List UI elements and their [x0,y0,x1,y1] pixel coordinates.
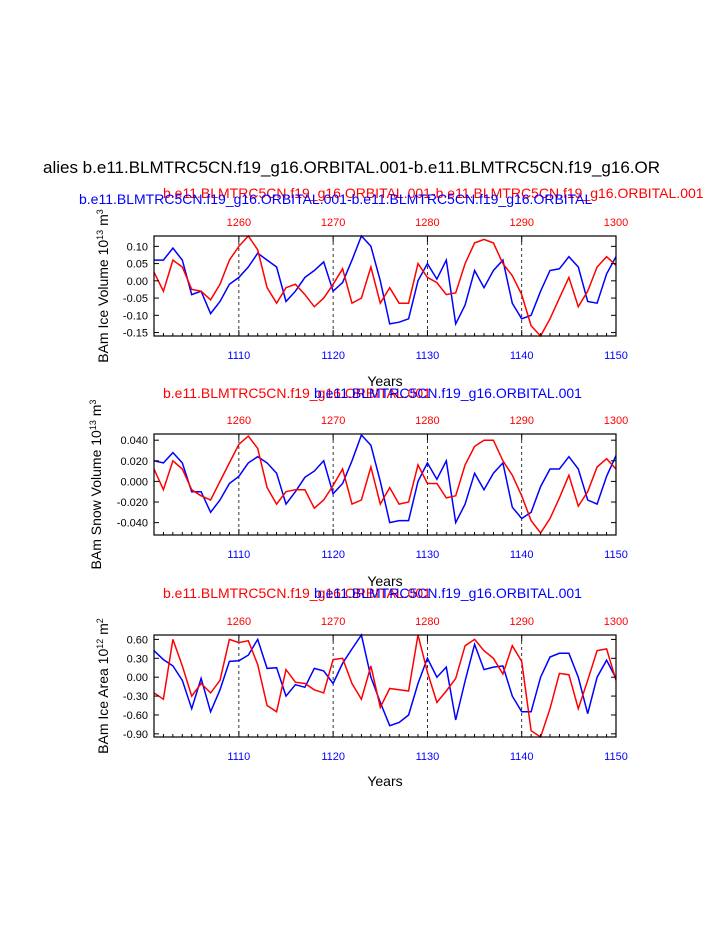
y-tick-label: 0.040 [120,435,148,447]
x-tick-label-bottom: 1110 [227,549,250,561]
y-tick-label: -0.30 [123,691,148,703]
x-tick-label-top: 1290 [509,616,533,628]
x-tick-label-top: 1270 [321,616,345,628]
y-label-unit: m [95,214,111,230]
y-axis-label: BAm Ice Area 1012 m2 [95,618,111,754]
plot-frame [153,433,617,536]
y-tick-label: 0.00 [127,672,148,684]
y-tick-label: -0.10 [123,310,148,322]
x-tick-label-bottom: 1150 [604,350,628,362]
y-label-text: BAm Ice Area 10 [95,649,111,754]
y-label-unit-exponent: 3 [88,400,98,405]
x-tick-label-bottom: 1110 [227,350,250,362]
x-tick-label-top: 1260 [227,217,251,229]
y-label-exponent: 12 [95,639,105,649]
case-label-blue: b.e11.BLMTRC5CN.f19_g16.ORBITAL.001-b.e1… [79,191,593,207]
panel-2: 0.040 0.020 0.000 -0.020 -0.040 1110 1120 1130 1… [88,385,628,589]
x-tick-label-top: 1270 [321,217,345,229]
plot-frame [153,634,617,738]
y-tick-label: -0.05 [123,293,148,305]
y-tick-label: 0.00 [127,276,148,288]
x-tick-label-top: 1270 [321,415,345,427]
y-tick-label: -0.020 [117,497,148,509]
y-label-text: BAm Snow Volume 10 [88,430,104,570]
series-line-red [153,634,617,739]
case-label-blue: b.e11.BLMTRC5CN.f19_g16.ORBITAL.001 [314,385,582,401]
x-tick-label-bottom: 1130 [416,751,440,763]
case-label-red: b.e11.BLMTRC5CN.f19_g16.ORBITAL.001 [163,385,431,401]
y-tick-label: 0.10 [127,241,148,253]
y-tick-label: -0.60 [123,710,148,722]
x-tick-label-bottom: 1120 [321,350,345,362]
y-label-exponent: 13 [88,420,98,430]
x-tick-label-bottom: 1140 [510,350,534,362]
y-tick-label: 0.30 [127,653,148,665]
x-tick-label-bottom: 1120 [321,751,345,763]
y-tick-label: 0.000 [120,476,148,488]
y-axis-label: BAm Snow Volume 1013 m3 [88,400,104,570]
x-tick-label-top: 1300 [604,217,628,229]
x-tick-label-bottom: 1110 [227,751,250,763]
x-tick-label-top: 1290 [509,415,533,427]
series-line-red [153,234,617,338]
series-line-blue [154,234,617,327]
x-tick-label-top: 1300 [604,415,628,427]
x-tick-label-bottom: 1150 [604,549,628,561]
y-tick-label: -0.040 [117,518,148,530]
y-label-unit-exponent: 3 [95,209,105,214]
series-line-blue [153,433,617,526]
plot-frame [153,235,617,337]
y-tick-label: 0.020 [120,456,148,468]
panel-3: 0.60 0.30 0.00 -0.30 -0.60 -0.90 1110 1120 1130 1… [95,585,628,789]
x-tick-label-bottom: 1140 [510,751,534,763]
x-tick-label-top: 1280 [415,616,439,628]
y-label-text: BAm Ice Volume 10 [95,240,111,363]
y-tick-label: -0.15 [123,328,148,340]
figure-title: alies b.e11.BLMTRC5CN.f19_g16.ORBITAL.00… [43,158,660,177]
y-label-exponent: 13 [95,230,105,240]
x-tick-label-top: 1260 [227,616,251,628]
series-line-red [153,435,617,535]
x-tick-label-bottom: 1130 [416,350,440,362]
x-tick-label-top: 1300 [604,616,628,628]
x-tick-label-top: 1280 [415,217,439,229]
case-label-red: b.e11.BLMTRC5CN.f19_g16.ORBITAL.001 [163,585,431,601]
y-tick-label: 0.60 [127,634,148,646]
x-tick-label-bottom: 1130 [416,549,440,561]
x-tick-label-bottom: 1150 [604,751,628,763]
x-tick-label-top: 1290 [509,217,533,229]
case-label-blue: b.e11.BLMTRC5CN.f19_g16.ORBITAL.001 [314,585,582,601]
x-tick-label-top: 1260 [227,415,251,427]
x-tick-label-bottom: 1120 [321,549,345,561]
series-line-blue [153,633,617,727]
x-tick-label-bottom: 1140 [510,549,534,561]
y-axis-label: BAm Ice Volume 1013 m3 [95,209,111,363]
x-axis-label: Years [367,373,402,389]
case-label-red: b.e11.BLMTRC5CN.f19_g16.ORBITAL.001-b.e1… [163,185,704,201]
y-tick-label: -0.90 [123,729,148,741]
x-axis-label: Years [367,573,402,589]
x-axis-label: Years [367,773,402,789]
x-tick-label-top: 1280 [415,415,439,427]
y-label-unit: m [95,623,111,639]
panel-1: 0.10 0.05 0.00 -0.05 -0.10 -0.15 1110 1120 1130 1… [79,185,704,389]
panels: 0.10 0.05 0.00 -0.05 -0.10 -0.15 1110 1120 1130 1… [79,185,704,789]
y-tick-label: 0.05 [127,259,148,271]
y-label-unit: m [88,405,104,421]
y-label-unit-exponent: 2 [95,618,105,623]
